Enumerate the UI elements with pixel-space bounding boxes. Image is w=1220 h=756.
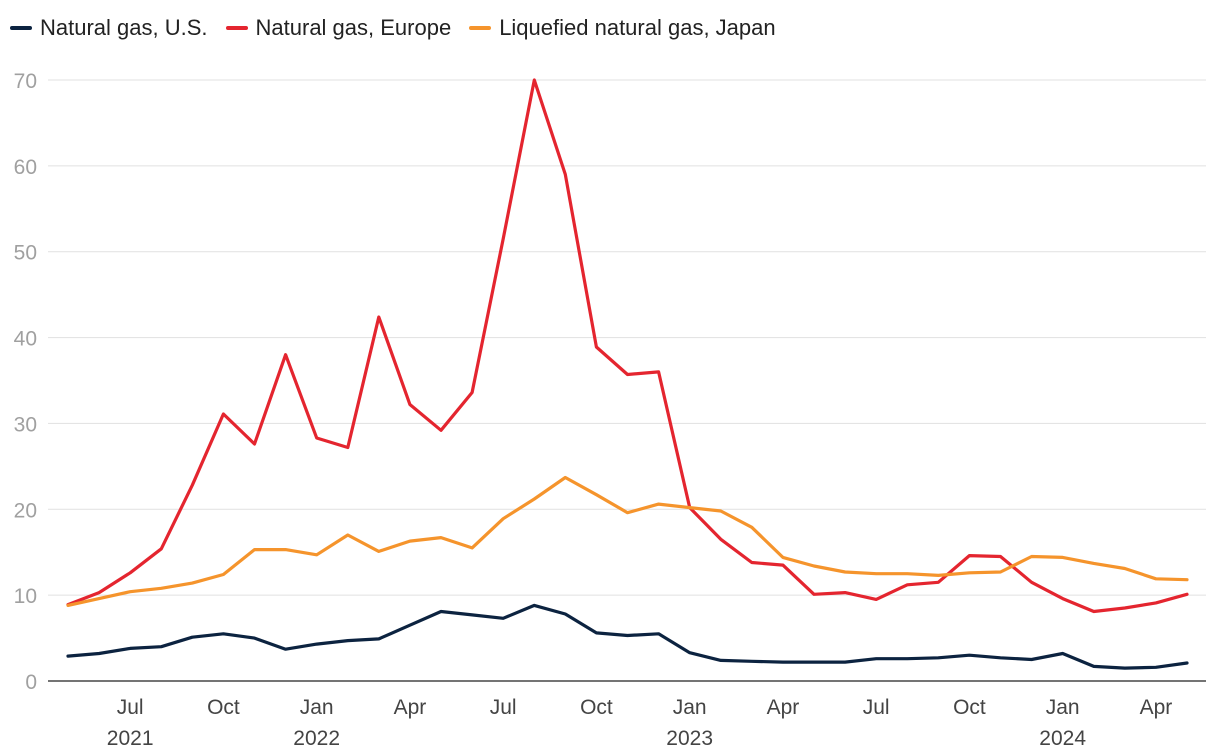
x-tick-label-oct-29: Oct <box>953 696 986 719</box>
x-year-label-2023: 2023 <box>666 727 713 750</box>
y-tick-label-70: 70 <box>14 70 37 93</box>
x-tick-label-oct-17: Oct <box>580 696 613 719</box>
x-tick-label-jul-14: Jul <box>490 696 517 719</box>
series-line-liquefied-natural-gas-japan <box>66 475 1189 608</box>
y-tick-label-0: 0 <box>25 671 37 694</box>
x-tick-label-jan-8: Jan <box>300 696 334 719</box>
legend-item-natural-gas-us[interactable]: Natural gas, U.S. <box>10 15 208 41</box>
y-tick-label-60: 60 <box>14 156 37 179</box>
grid-layer <box>48 79 1206 596</box>
legend-label-japan: Liquefied natural gas, Japan <box>499 15 776 40</box>
y-tick-label-10: 10 <box>14 585 37 608</box>
x-tick-label-apr-35: Apr <box>1140 696 1173 719</box>
x-tick-label-oct-5: Oct <box>207 696 240 719</box>
x-axis: Jul 2021 Oct Jan 2022 Apr Jul Oct Jan 2023 Apr Jul O… <box>48 680 1206 750</box>
x-tick-label-apr-11: Apr <box>394 696 427 719</box>
series-layer <box>66 78 1189 670</box>
y-tick-label-30: 30 <box>14 413 37 436</box>
x-tick-label-jan-20: Jan <box>673 696 707 719</box>
x-tick-label-apr-23: Apr <box>767 696 800 719</box>
x-tick-label-jul-2: Jul <box>117 696 144 719</box>
y-tick-label-40: 40 <box>14 328 37 351</box>
legend-swatch-us <box>10 26 32 30</box>
x-tick-label-jan-32: Jan <box>1046 696 1080 719</box>
x-year-label-2022: 2022 <box>293 727 340 750</box>
x-year-label-2024: 2024 <box>1039 727 1086 750</box>
legend-item-lng-japan[interactable]: Liquefied natural gas, Japan <box>469 15 776 41</box>
series-line-natural-gas-europe <box>66 78 1189 614</box>
y-tick-label-50: 50 <box>14 242 37 265</box>
legend-item-natural-gas-europe[interactable]: Natural gas, Europe <box>225 15 452 41</box>
legend: Natural gas, U.S. Natural gas, Europe Li… <box>10 12 794 44</box>
legend-label-us: Natural gas, U.S. <box>40 15 208 40</box>
series-line-natural-gas-u-s <box>66 603 1189 670</box>
y-axis: 0 10 20 30 40 50 60 70 <box>14 70 37 694</box>
legend-swatch-japan <box>469 26 492 30</box>
legend-swatch-europe <box>225 26 248 30</box>
x-year-label-2021: 2021 <box>107 727 154 750</box>
x-tick-label-jul-26: Jul <box>863 696 890 719</box>
y-tick-label-20: 20 <box>14 499 37 522</box>
legend-label-europe: Natural gas, Europe <box>255 15 452 40</box>
